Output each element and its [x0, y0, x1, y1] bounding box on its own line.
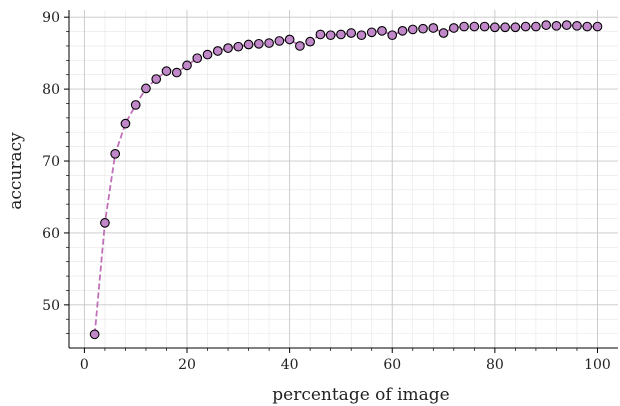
data-point — [202, 49, 213, 60]
data-point — [448, 23, 459, 33]
data-point — [346, 28, 357, 38]
data-point — [182, 60, 192, 71]
data-point — [274, 36, 285, 46]
data-point — [110, 148, 121, 159]
y-tick-label: 60 — [42, 226, 60, 242]
data-point — [377, 26, 387, 36]
data-point — [192, 53, 203, 64]
y-tick-label: 50 — [42, 298, 60, 314]
major-grid — [69, 10, 618, 348]
data-point — [212, 46, 223, 56]
data-point — [336, 29, 346, 40]
data-point — [253, 38, 264, 49]
data-point — [141, 83, 151, 94]
data-point — [551, 20, 562, 31]
data-point — [438, 28, 449, 38]
data-point — [428, 23, 439, 33]
data-point — [479, 21, 490, 32]
data-point — [407, 24, 418, 35]
y-tick-labels: 50 60 70 80 90 — [42, 10, 60, 314]
data-point — [264, 38, 274, 48]
x-axis-label: percentage of image — [272, 385, 449, 405]
y-axis-label: accuracy — [6, 132, 26, 210]
data-point — [284, 34, 295, 45]
data-point — [469, 21, 480, 32]
data-point — [130, 100, 141, 110]
data-point — [582, 21, 593, 32]
y-tick-label: 80 — [42, 82, 60, 98]
data-point — [233, 41, 244, 52]
data-point — [171, 67, 182, 78]
data-point — [531, 21, 541, 32]
data-point — [100, 218, 110, 228]
x-tick-label: 20 — [178, 357, 196, 373]
data-point — [295, 41, 305, 51]
data-point — [223, 43, 233, 53]
data-point — [572, 20, 582, 31]
x-tick-label: 80 — [486, 357, 504, 373]
minor-grid — [69, 10, 618, 348]
axes — [64, 10, 618, 353]
data-point — [243, 39, 254, 50]
data-point — [500, 22, 510, 33]
data-point — [387, 30, 398, 41]
data-point — [366, 27, 377, 38]
data-points — [89, 20, 603, 340]
x-tick-label: 100 — [584, 357, 611, 373]
data-point — [561, 20, 572, 30]
data-point — [418, 23, 428, 34]
y-tick-label: 90 — [42, 10, 60, 26]
data-point — [325, 30, 336, 41]
x-tick-labels: 0 20 40 60 80 100 — [80, 357, 611, 373]
x-tick-label: 60 — [383, 357, 401, 373]
data-point — [490, 22, 500, 33]
data-point — [541, 20, 552, 30]
data-point — [315, 29, 326, 40]
data-point — [356, 30, 367, 41]
data-point — [592, 21, 603, 32]
x-tick-label: 0 — [80, 357, 89, 373]
y-tick-label: 70 — [42, 154, 60, 170]
data-point — [305, 36, 315, 47]
data-point — [120, 118, 131, 129]
data-point — [89, 329, 100, 340]
x-tick-label: 40 — [281, 357, 299, 373]
data-point — [161, 66, 172, 76]
data-point — [520, 21, 531, 32]
data-point — [397, 26, 408, 36]
data-point — [151, 74, 162, 84]
data-point — [510, 22, 521, 33]
data-point — [459, 21, 469, 32]
